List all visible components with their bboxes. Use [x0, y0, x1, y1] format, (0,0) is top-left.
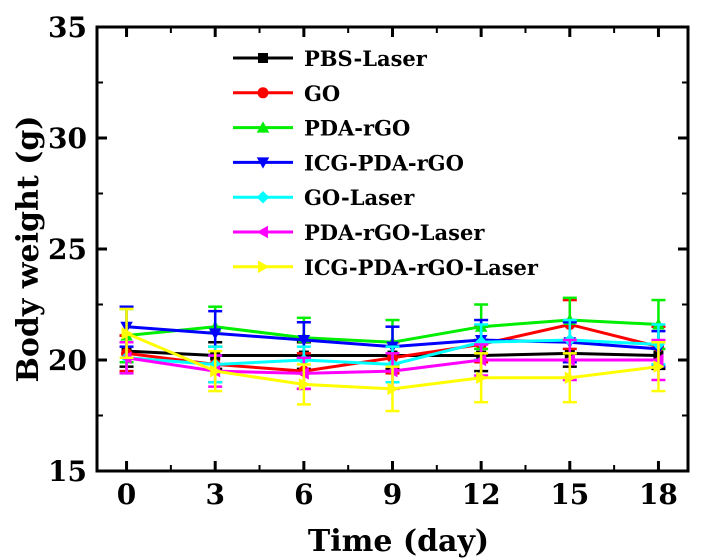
y-tick-label: 35 — [48, 11, 87, 44]
x-axis-title: Time (day) — [308, 524, 489, 559]
legend-label: GO — [304, 81, 340, 106]
legend-label: PBS-Laser — [304, 46, 428, 71]
legend-marker — [256, 190, 270, 204]
series-icg-pda-rgo-laser — [119, 307, 666, 413]
data-point — [121, 327, 133, 340]
legend-label: ICG-PDA-rGO-Laser — [304, 255, 539, 280]
x-axis: 0 3 6 9 12 15 18 — [117, 27, 678, 511]
data-point — [297, 335, 311, 347]
data-point — [210, 364, 222, 378]
legend-item: PDA-rGO — [233, 116, 410, 141]
y-axis: 15 20 25 30 35 — [48, 11, 688, 488]
x-tick-label: 0 — [117, 478, 136, 511]
x-tick-label: 18 — [639, 478, 678, 511]
legend-label: PDA-rGO-Laser — [304, 220, 485, 245]
legend-item: GO — [233, 81, 340, 106]
y-axis-title: Body weight (g) — [11, 116, 46, 383]
legend-item: ICG-PDA-rGO — [233, 150, 464, 175]
legend-label: ICG-PDA-rGO — [304, 150, 464, 175]
series-group — [119, 296, 666, 413]
legend-label: GO-Laser — [304, 185, 415, 210]
y-tick-label: 15 — [48, 455, 87, 488]
x-tick-label: 6 — [294, 478, 313, 511]
y-tick-label: 30 — [48, 122, 87, 155]
y-tick-label: 25 — [48, 233, 87, 266]
legend-item: PBS-Laser — [233, 46, 428, 71]
legend-item: ICG-PDA-rGO-Laser — [233, 255, 539, 280]
legend-marker — [256, 121, 270, 133]
legend-marker — [257, 87, 269, 99]
x-tick-label: 15 — [550, 478, 589, 511]
legend-marker — [256, 157, 270, 169]
data-point — [653, 360, 665, 373]
x-tick-label: 3 — [205, 478, 224, 511]
legend: PBS-Laser GO PDA-rGO ICG-PDA-rGO GO-Laser PDA… — [233, 46, 539, 280]
data-point — [298, 378, 311, 391]
data-point — [476, 371, 488, 385]
data-point — [387, 382, 399, 396]
data-point — [208, 328, 222, 340]
x-tick-label: 12 — [462, 478, 501, 511]
legend-item: GO-Laser — [233, 185, 415, 210]
legend-marker — [256, 225, 268, 239]
legend-marker — [258, 260, 270, 274]
legend-label: PDA-rGO — [304, 116, 410, 141]
data-point — [564, 371, 577, 385]
y-tick-label: 20 — [48, 344, 87, 377]
x-tick-label: 9 — [383, 478, 402, 511]
legend-item: PDA-rGO-Laser — [233, 220, 485, 245]
legend-marker — [258, 53, 268, 63]
